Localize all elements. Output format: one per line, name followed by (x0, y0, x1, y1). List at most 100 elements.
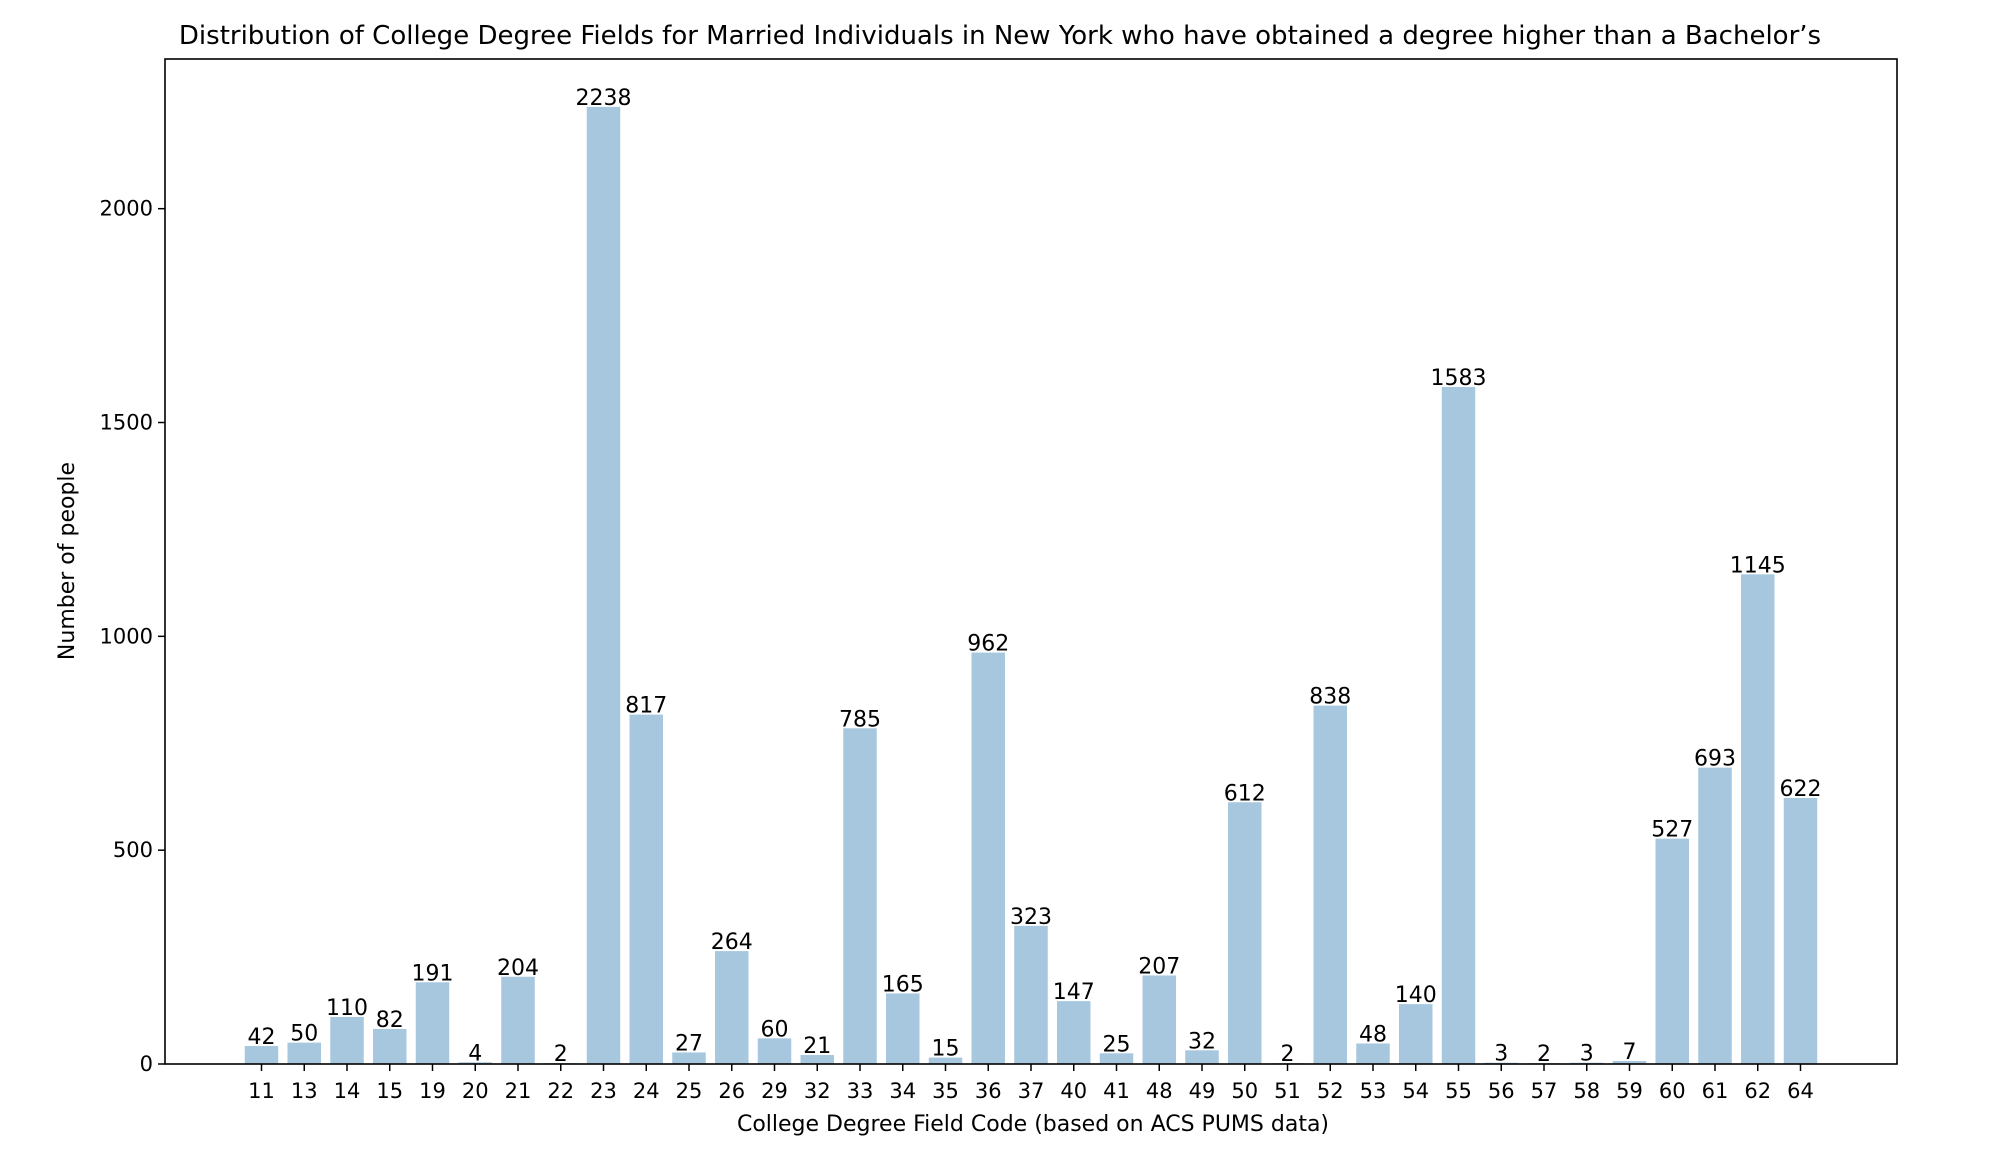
data-label-56: 3 (1494, 1042, 1508, 1067)
bar-49 (1185, 1050, 1219, 1064)
data-label-13: 50 (290, 1022, 318, 1047)
x-tick-label-35: 35 (932, 1079, 959, 1103)
bars-group (244, 106, 1818, 1064)
x-tick-label-23: 23 (590, 1079, 617, 1103)
bar-19 (415, 982, 450, 1064)
x-tick-label-64: 64 (1787, 1079, 1814, 1103)
x-tick-label-48: 48 (1146, 1079, 1173, 1103)
bar-11 (244, 1046, 279, 1064)
bar-37 (1014, 925, 1048, 1064)
bar-24 (629, 714, 663, 1064)
bar-64 (1783, 797, 1818, 1064)
x-tick-label-22: 22 (547, 1079, 574, 1103)
bar-13 (287, 1042, 321, 1064)
y-axis-label: Number of people (55, 462, 80, 660)
data-label-49: 32 (1188, 1029, 1216, 1054)
x-tick-label-19: 19 (419, 1079, 446, 1103)
x-axis-label: College Degree Field Code (based on ACS … (737, 1112, 1329, 1137)
data-label-32: 21 (803, 1034, 831, 1059)
data-label-62: 1145 (1730, 553, 1786, 578)
data-label-54: 140 (1395, 983, 1437, 1008)
data-label-26: 264 (711, 930, 753, 955)
x-tick-label-13: 13 (291, 1079, 318, 1103)
plot-frame (164, 58, 1898, 1065)
data-label-15: 82 (376, 1008, 404, 1033)
x-tick-label-11: 11 (248, 1079, 275, 1103)
data-label-52: 838 (1309, 685, 1351, 710)
bar-29 (757, 1038, 792, 1064)
bar-14 (330, 1016, 364, 1064)
x-tick-label-25: 25 (676, 1079, 703, 1103)
data-label-24: 817 (625, 694, 667, 719)
data-label-48: 207 (1138, 954, 1180, 979)
x-tick-label-60: 60 (1659, 1079, 1686, 1103)
bar-41 (1099, 1053, 1134, 1064)
bar-26 (715, 951, 749, 1064)
data-label-14: 110 (326, 996, 368, 1021)
y-tick-label: 1000 (100, 624, 153, 648)
x-tick-label-59: 59 (1616, 1079, 1643, 1103)
bar-23 (586, 106, 621, 1064)
x-tick-label-51: 51 (1274, 1079, 1301, 1103)
x-tick-label-24: 24 (633, 1079, 660, 1103)
x-tick-label-34: 34 (889, 1079, 916, 1103)
data-label-50: 612 (1224, 781, 1266, 806)
data-label-51: 2 (1281, 1042, 1295, 1067)
bar-35 (928, 1057, 963, 1064)
x-tick-label-49: 49 (1189, 1079, 1216, 1103)
bar-32 (800, 1055, 834, 1064)
data-label-58: 3 (1580, 1042, 1594, 1067)
data-label-21: 204 (497, 956, 539, 981)
bar-40 (1057, 1001, 1091, 1064)
bar-55 (1441, 387, 1476, 1064)
y-tick-label: 2000 (100, 197, 153, 221)
x-tick-label-56: 56 (1488, 1079, 1515, 1103)
x-tick-label-33: 33 (847, 1079, 874, 1103)
bar-61 (1698, 767, 1732, 1064)
data-label-11: 42 (248, 1025, 276, 1050)
bar-36 (971, 652, 1005, 1064)
data-label-19: 191 (412, 961, 454, 986)
bar-25 (672, 1052, 706, 1064)
x-tick-label-14: 14 (334, 1079, 361, 1103)
x-tick-label-50: 50 (1231, 1079, 1258, 1103)
data-label-35: 15 (932, 1037, 960, 1062)
x-tick-label-41: 41 (1103, 1079, 1130, 1103)
x-tick-label-15: 15 (376, 1079, 403, 1103)
x-tick-label-54: 54 (1402, 1079, 1429, 1103)
x-tick-label-36: 36 (975, 1079, 1002, 1103)
bar-60 (1655, 838, 1689, 1064)
data-label-40: 147 (1053, 980, 1095, 1005)
data-label-60: 527 (1651, 818, 1693, 843)
x-tick-label-40: 40 (1060, 1079, 1087, 1103)
bar-52 (1313, 705, 1347, 1064)
y-tick-label: 0 (140, 1052, 153, 1076)
data-label-61: 693 (1694, 747, 1736, 772)
data-label-25: 27 (675, 1031, 703, 1056)
bar-21 (501, 976, 535, 1064)
x-tick-label-20: 20 (462, 1079, 489, 1103)
bar-33 (843, 728, 877, 1064)
x-tick-label-52: 52 (1317, 1079, 1344, 1103)
bar-48 (1142, 975, 1176, 1064)
data-label-37: 323 (1010, 905, 1052, 930)
data-label-23: 2238 (576, 86, 632, 111)
x-tick-label-29: 29 (761, 1079, 788, 1103)
data-label-33: 785 (839, 707, 881, 732)
bar-50 (1228, 802, 1262, 1064)
x-tick-label-57: 57 (1531, 1079, 1558, 1103)
bar-62 (1741, 574, 1775, 1064)
bar-53 (1356, 1043, 1390, 1064)
bar-54 (1399, 1004, 1433, 1064)
data-label-64: 622 (1780, 777, 1822, 802)
bar-34 (886, 993, 920, 1064)
x-tick-label-62: 62 (1744, 1079, 1771, 1103)
data-label-55: 1583 (1431, 366, 1487, 391)
data-label-41: 25 (1103, 1032, 1131, 1057)
data-label-59: 7 (1623, 1040, 1637, 1065)
data-label-29: 60 (761, 1017, 789, 1042)
x-tick-label-61: 61 (1702, 1079, 1729, 1103)
data-label-22: 2 (554, 1042, 568, 1067)
